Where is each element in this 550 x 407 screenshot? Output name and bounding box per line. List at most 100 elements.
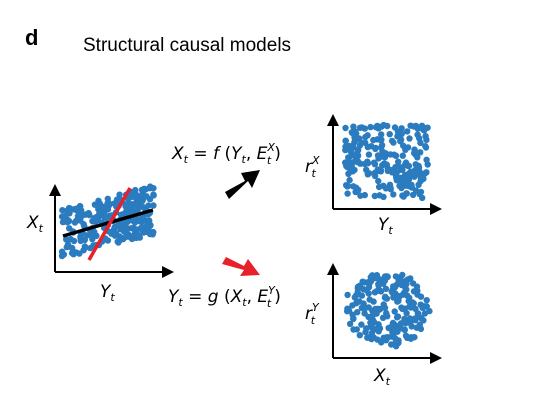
top-right-scatter-point	[396, 182, 403, 190]
top-right-scatter-point	[422, 144, 430, 151]
bottom-right-scatter-point	[387, 324, 395, 331]
bottom-right-scatter-point	[344, 291, 351, 299]
top-right-scatter-point	[350, 123, 357, 130]
left-y-axis-label: Xt	[26, 213, 44, 235]
top-right-scatter-point	[372, 145, 379, 153]
left-scatter-point	[108, 230, 115, 237]
left-scatter-point	[111, 223, 119, 231]
bottom-right-scatter-point	[393, 314, 401, 321]
top-right-scatter-point	[417, 149, 424, 156]
left-scatter-point	[64, 241, 72, 248]
bottom-right-scatter-point	[391, 308, 398, 315]
bottom-right-scatter-point	[350, 326, 357, 333]
left-scatter-point	[128, 235, 136, 243]
top-right-scatter-point	[372, 124, 380, 131]
bottom-right-scatter-point	[404, 292, 411, 299]
left-scatter-point	[111, 200, 118, 207]
left-scatter-point	[146, 196, 154, 203]
top-right-scatter-point	[411, 173, 418, 180]
top-right-scatter-point	[374, 166, 381, 173]
left-scatter-point	[78, 207, 85, 214]
top-right-scatter-point	[344, 190, 351, 197]
top-right-scatter-point	[381, 160, 388, 167]
top-right-scatter-point	[380, 121, 387, 129]
bottom-right-scatter-point	[417, 293, 425, 300]
red-fit-line	[87, 187, 132, 261]
bottom-right-scatter-point	[409, 280, 417, 287]
bottom-right-scatter-point	[382, 293, 389, 300]
top-right-scatter-point	[395, 158, 402, 165]
bottom-right-scatter-point	[354, 284, 361, 292]
top-right-scatter-point	[408, 184, 416, 191]
bottom-right-x-axis-label: Xt	[373, 366, 391, 388]
bottom-right-scatter-point	[411, 334, 418, 341]
top-right-scatter-point	[397, 166, 405, 174]
left-scatter-point	[74, 212, 82, 220]
top-right-scatter-point	[374, 152, 382, 159]
top-right-scatter-point	[397, 136, 405, 143]
left-scatter-point	[124, 204, 131, 212]
left-scatter-point	[62, 217, 70, 224]
top-right-scatter-point	[415, 181, 422, 188]
bottom-right-scatter-point	[361, 310, 368, 317]
left-scatter-point	[87, 244, 94, 252]
bottom-right-scatter-point	[390, 283, 397, 290]
bottom-right-scatter-point	[421, 310, 429, 317]
top-right-scatter-point	[420, 124, 428, 131]
left-scatter-point	[102, 213, 110, 220]
top-right-scatter-point	[387, 184, 394, 191]
left-scatter-point	[133, 201, 140, 209]
bottom-right-scatter-point	[381, 304, 389, 311]
left-scatter-point	[150, 202, 157, 209]
bottom-right-scatter-point	[381, 273, 389, 280]
top-right-scatter-point	[384, 165, 391, 172]
top-right-scatter-point	[342, 124, 349, 132]
left-x-axis-label: Yt	[100, 282, 115, 304]
bottom-right-scatter-point	[375, 321, 382, 328]
top-right-scatter-point	[371, 172, 379, 180]
top-right-scatter-point	[414, 154, 421, 161]
top-right-scatter-point	[346, 176, 353, 184]
top-right-x-axis-label: Yt	[378, 215, 393, 237]
panel-title: Structural causal models	[83, 35, 292, 56]
bottom-right-scatter-point	[359, 278, 366, 285]
bottom-right-scatter-point	[405, 334, 412, 341]
top-right-scatter-point	[386, 131, 393, 138]
left-scatter-point	[104, 237, 112, 244]
top-right-scatter-point	[399, 192, 406, 199]
left-scatter-point	[73, 205, 80, 212]
top-right-scatter-point	[412, 161, 419, 168]
left-scatter-point	[138, 192, 145, 200]
top-right-scatter-point	[356, 142, 364, 149]
bottom-right-scatter-point	[349, 302, 356, 309]
bottom-right-scatter-point	[373, 272, 381, 279]
bottom-right-scatter-point	[423, 297, 430, 304]
top-right-scatter-point	[363, 166, 370, 173]
bottom-right-scatter-point	[353, 298, 361, 306]
bottom-right-scatter-point	[417, 325, 425, 333]
top-right-scatter-point	[354, 151, 361, 158]
top-right-scatter-point	[362, 133, 369, 141]
black-arrow	[225, 170, 260, 199]
top-right-scatter-point	[405, 176, 413, 183]
bottom-right-scatter-point	[365, 304, 372, 311]
top-right-scatter-point	[371, 192, 378, 200]
bottom-right-scatter-point	[356, 332, 363, 339]
top-right-scatter-point	[379, 148, 386, 155]
left-scatter-point	[95, 197, 102, 204]
bottom-right-scatter-point	[390, 289, 397, 296]
bottom-right-scatter-point	[399, 305, 406, 312]
top-right-scatter-point	[409, 191, 417, 199]
top-right-scatter-point	[378, 141, 386, 149]
top-right-scatter-point	[404, 128, 411, 135]
bottom-right-scatter-point	[346, 320, 354, 328]
top-right-scatter-point	[419, 194, 426, 202]
panel-letter: d	[25, 25, 39, 50]
left-scatter-point	[138, 225, 145, 232]
top-right-scatter-point	[370, 159, 378, 166]
bottom-right-scatter-point	[397, 325, 405, 332]
top-right-y-axis-label: rX t	[305, 154, 320, 180]
left-scatter-point	[150, 191, 157, 198]
top-right-scatter-point	[403, 182, 410, 189]
bottom-right-scatter-point	[409, 299, 416, 306]
